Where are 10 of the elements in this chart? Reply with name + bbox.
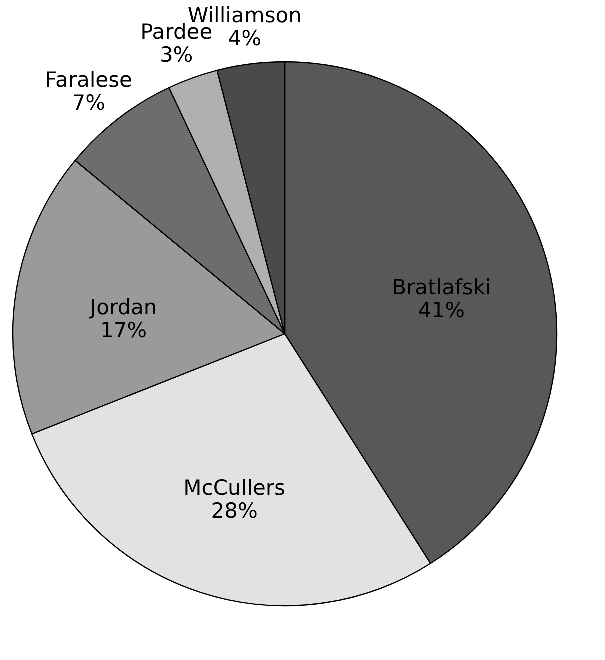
data-label: 3% [160,42,194,67]
slice-label: McCullers [184,476,286,500]
slice-label: Bratlafski [392,275,492,300]
slice-label: Faralese [45,68,132,92]
data-label: 7% [72,91,106,116]
data-label: 41% [418,298,466,322]
data-label: 4% [228,26,262,51]
data-label: 17% [100,318,148,342]
slice-label: Jordan [88,295,158,320]
data-label: 28% [211,499,258,524]
